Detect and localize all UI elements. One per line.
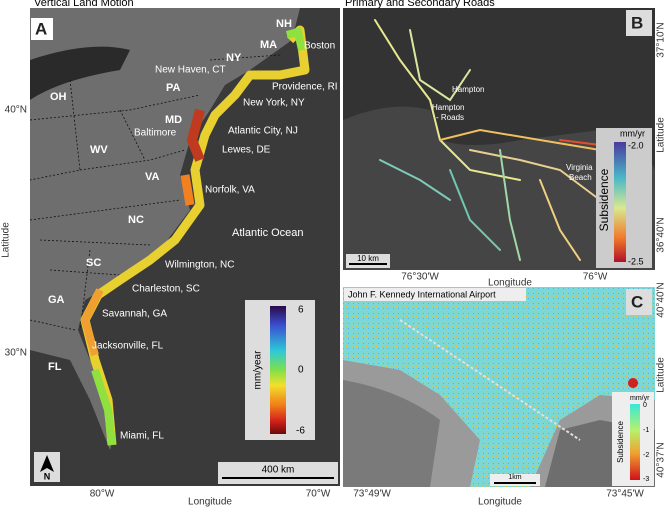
y-label: Latitude [656,117,667,153]
lakes [30,46,130,100]
panel-title: Vertical Land Motion [34,0,134,9]
city-label: Miami, FL [120,431,164,442]
legend-tick: -3 [643,476,649,483]
place-label: Hampton [452,85,484,94]
panel-title: John F. Kennedy International Airport [348,289,496,299]
north-label: N [44,471,51,481]
colorbar [270,306,286,434]
city-label: Providence, RI [272,82,338,93]
state-label: VA [145,171,160,183]
state-label: MA [260,39,277,51]
lon-tick: 80°W [90,489,115,500]
state-label: NC [128,214,144,226]
state-label: WV [90,144,108,156]
x-label: Longitude [478,497,522,507]
georgia-motion [80,288,104,357]
lat-tick: 30°N [5,348,27,359]
chesapeake-motion [186,108,205,162]
north-arrow [40,455,54,472]
lat-tick: 40°N [5,105,27,116]
legend-title: mm/year [253,350,264,390]
city-label: Baltimore [134,128,177,139]
legend-tick: -2 [643,452,649,459]
legend-tick: -2.0 [628,140,644,150]
virginia-motion [180,174,195,206]
florida-motion [91,368,116,446]
place-label: Beach [569,173,592,182]
place-label: Hampton [432,103,464,112]
runway [399,319,581,441]
panel-b: Primary and Secondary Roads B Hampton Ha… [343,0,667,289]
city-label: Boston [304,41,335,52]
legend-unit: mm/yr [620,128,645,138]
city-label: Jacksonville, FL [92,341,164,352]
hotspot [628,378,638,388]
city-label: Savannah, GA [102,309,167,320]
lat-tick: 37°10'N [656,22,667,57]
lon-tick: 76°W [583,272,608,283]
lat-tick: 36°40'N [656,217,667,252]
y-label: Latitude [1,222,12,258]
lon-tick: 73°45'W [606,489,644,500]
city-label: New York, NY [243,98,305,109]
letter-box [626,289,652,315]
y-label: Latitude [656,357,667,393]
title-box [344,288,526,301]
letter-box [31,18,53,40]
lon-tick: 73°49'W [353,489,391,500]
place-label: - Roads [436,113,464,122]
water [343,380,440,487]
lon-tick: 76°30'W [401,272,439,283]
panel-letter: A [35,19,47,38]
lon-tick: 70°W [306,489,331,500]
state-label: NH [276,18,292,30]
place-label: Virginia [566,163,593,172]
state-borders [29,54,281,331]
city-label: Lewes, DE [222,145,271,156]
roads [374,19,621,261]
panel-a: A A Vertical Land Motion NH MA NY PA OH … [1,0,340,507]
panel-letter: C [631,292,643,311]
legend-tick: -2.5 [628,256,644,266]
legend-tick: 0 [298,365,304,376]
legend-tick: 0 [643,402,647,409]
state-label: GA [48,294,65,306]
nh-motion [285,27,306,51]
letter-box [626,10,652,36]
colorbar [630,404,640,480]
state-label: FL [48,361,62,373]
scale-label: 10 km [357,254,379,263]
state-label: MD [165,114,182,126]
scale-label: 400 km [262,465,295,476]
scale-label: 1km [508,474,521,481]
ocean-label: Atlantic Ocean [232,227,304,239]
state-label: NY [226,52,242,64]
lat-tick: 40°37'N [656,442,667,477]
legend-title: Subsidence [616,421,625,463]
state-label: OH [50,91,67,103]
legend-tick: -6 [296,426,305,437]
land [343,106,655,271]
city-label: Wilmington, NC [165,260,234,271]
city-label: Norfolk, VA [205,185,255,196]
x-label: Longitude [488,278,532,289]
legend-unit: mm/yr [630,395,650,402]
state-label: SC [86,257,101,269]
state-label: PA [166,82,181,94]
lat-tick: 40°40'N [656,282,667,317]
legend-tick: 6 [298,305,304,316]
legend-tick: -1 [643,427,649,434]
city-label: Atlantic City, NJ [228,126,298,137]
panel-title: Primary and Secondary Roads [345,0,495,9]
city-label: New Haven, CT [155,65,226,76]
legend-title: Subsidence [597,168,611,231]
panel-c: John F. Kennedy International Airport C … [343,282,667,507]
panel-letter: B [631,13,643,32]
land [30,8,300,450]
city-label: Charleston, SC [132,284,200,295]
colorbar [614,142,626,262]
x-label: Longitude [188,497,232,507]
airport-motion [343,287,655,487]
